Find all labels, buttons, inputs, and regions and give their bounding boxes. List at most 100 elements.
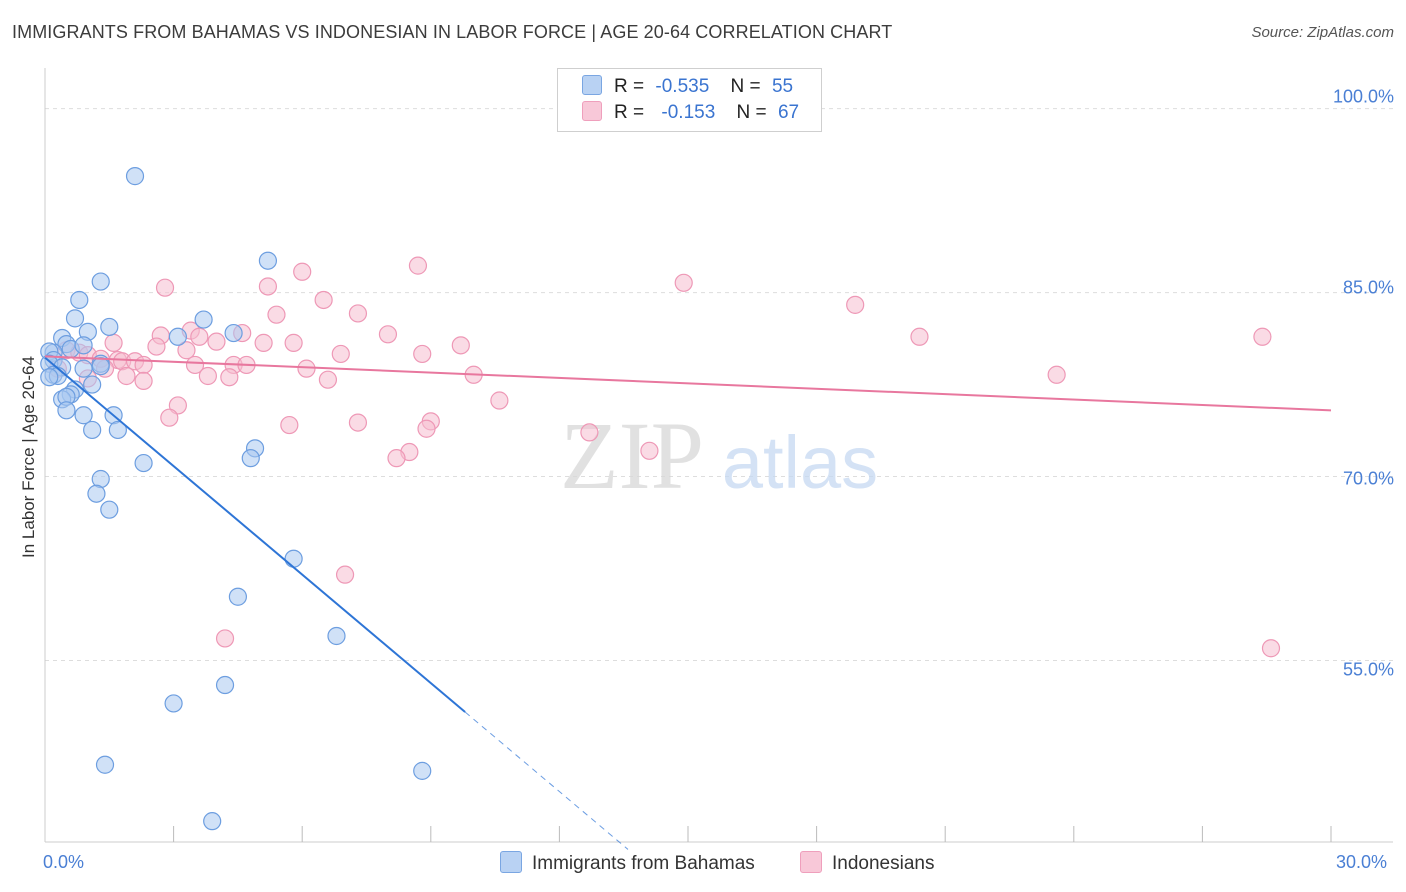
bahamas-point <box>164 694 183 713</box>
bahamas-point <box>87 484 106 503</box>
indonesians-point <box>258 277 278 296</box>
indonesians-point <box>318 370 338 389</box>
indonesians-point <box>220 368 239 387</box>
legend-n-value: 55 <box>771 76 794 97</box>
bahamas-point <box>194 310 213 329</box>
indonesians-point <box>674 273 693 292</box>
correlation-legend: R = -0.535 N = 55 R = -0.153 N = 67 <box>557 68 822 132</box>
bahamas-point <box>284 549 303 568</box>
bahamas-point <box>215 675 235 695</box>
y-axis-label: In Labor Force | Age 20-64 <box>19 356 38 558</box>
indonesians-point <box>910 327 929 346</box>
legend-r-label: R = <box>614 76 645 97</box>
indonesians-point <box>1253 327 1272 346</box>
legend-row-indonesians: R = -0.153 N = 67 <box>582 101 799 125</box>
legend-n-label: N = <box>730 76 761 97</box>
indonesians-point <box>314 290 333 310</box>
x-tick-max: 30.0% <box>1336 852 1388 872</box>
y-tick-55: 55.0% <box>1342 659 1394 680</box>
indonesians-point <box>104 333 123 352</box>
indonesians-point <box>254 333 273 352</box>
indonesians-point <box>147 337 166 356</box>
bahamas-point <box>83 375 102 394</box>
bottom-legend-swatch-pink <box>800 851 822 873</box>
indonesians-point <box>177 341 196 360</box>
bahamas-point <box>65 309 85 328</box>
indonesians-point <box>155 278 175 297</box>
indonesians-point <box>348 304 368 323</box>
indonesians-point <box>267 305 286 324</box>
indonesians-point <box>160 408 179 427</box>
bahamas-point <box>241 449 260 468</box>
indonesians-point <box>168 396 187 415</box>
indonesians-point <box>117 366 136 386</box>
indonesians-point <box>1047 365 1066 384</box>
bahamas-point <box>134 453 153 473</box>
bahamas-point <box>100 317 119 337</box>
indonesians-point <box>408 256 428 275</box>
bahamas-point <box>228 587 247 606</box>
bahamas-points <box>40 167 432 831</box>
indonesians-point <box>490 391 509 410</box>
bottom-legend-swatch-blue <box>500 851 522 873</box>
indonesians-trend-line <box>44 355 1332 412</box>
bahamas-point <box>224 323 243 343</box>
bahamas-point <box>258 251 278 270</box>
watermark: ZIP atlas <box>560 402 878 509</box>
bahamas-point <box>327 626 346 646</box>
legend-swatch-pink <box>582 101 602 121</box>
y-tick-100: 100.0% <box>1332 86 1394 107</box>
bahamas-point <box>100 500 119 519</box>
indonesians-point <box>335 565 355 584</box>
source-credit: Source: ZipAtlas.com <box>1251 24 1394 41</box>
indonesians-point <box>293 262 312 281</box>
bahamas-trend-extension <box>464 711 629 850</box>
indonesians-point <box>190 327 209 346</box>
indonesians-point <box>378 325 398 344</box>
indonesians-point <box>185 355 205 375</box>
bahamas-point <box>203 812 222 831</box>
indonesians-point <box>280 415 299 435</box>
indonesians-point <box>640 441 659 460</box>
indonesians-point <box>451 336 470 355</box>
axes <box>44 68 1393 843</box>
bottom-legend-label-pink: Indonesians <box>832 853 935 874</box>
bottom-legend-bahamas: Immigrants from Bahamas <box>500 851 755 875</box>
bahamas-point <box>74 406 93 425</box>
bahamas-trend-line <box>44 356 466 713</box>
bahamas-point <box>413 761 432 780</box>
bahamas-point <box>57 401 76 420</box>
x-tick-min: 0.0% <box>43 852 85 872</box>
bahamas-point <box>74 359 93 378</box>
indonesians-point <box>387 449 406 468</box>
bahamas-point <box>91 357 110 376</box>
indonesians-point <box>417 419 436 438</box>
chart-title: IMMIGRANTS FROM BAHAMAS VS INDONESIAN IN… <box>12 22 893 42</box>
bahamas-point <box>108 420 127 440</box>
trend-lines <box>44 355 1332 850</box>
bahamas-point <box>125 167 145 186</box>
indonesians-point <box>297 359 316 378</box>
legend-n-label: N = <box>736 102 767 123</box>
indonesians-point <box>348 413 368 432</box>
legend-n-value: 67 <box>777 102 800 123</box>
indonesians-point <box>846 295 865 314</box>
bottom-legend-label-blue: Immigrants from Bahamas <box>532 853 755 874</box>
bahamas-point <box>74 336 93 355</box>
indonesians-point <box>134 371 153 391</box>
indonesians-point <box>215 629 235 648</box>
y-tick-85: 85.0% <box>1342 277 1394 298</box>
y-tick-70: 70.0% <box>1342 468 1394 489</box>
indonesians-point <box>1261 639 1281 658</box>
legend-r-label: R = <box>614 102 645 123</box>
legend-r-value: -0.535 <box>655 76 710 97</box>
indonesians-point <box>284 333 303 352</box>
watermark-atlas: atlas <box>722 421 878 504</box>
legend-r-value: -0.153 <box>661 102 716 123</box>
bahamas-point <box>91 272 110 291</box>
indonesians-point <box>198 366 217 386</box>
bahamas-point <box>95 755 115 774</box>
indonesians-point <box>331 344 350 364</box>
legend-row-bahamas: R = -0.535 N = 55 <box>582 75 793 99</box>
